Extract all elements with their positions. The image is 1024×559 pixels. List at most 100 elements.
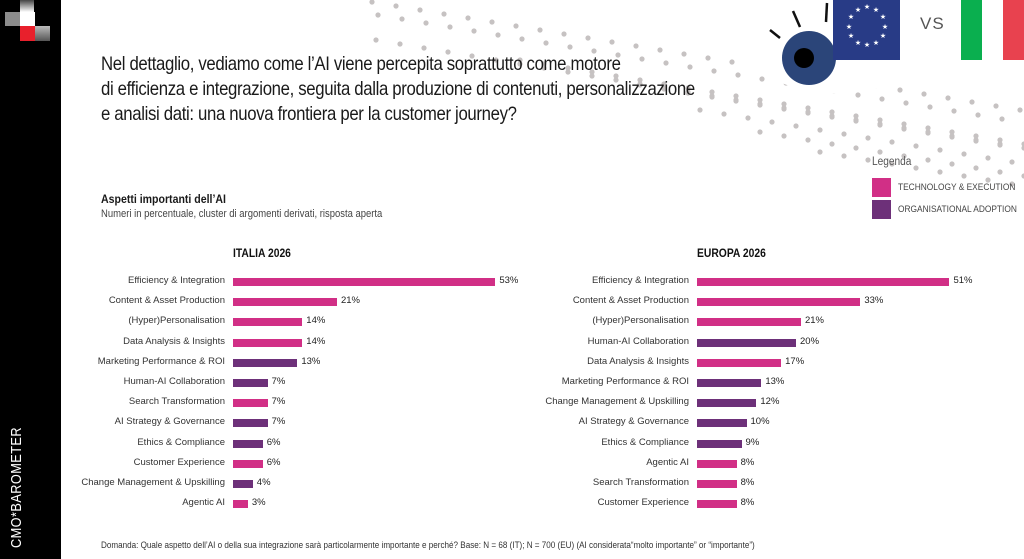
bar-value-label: 13% (765, 376, 785, 387)
svg-text:★: ★ (848, 32, 854, 40)
footnote: Domanda: Quale aspetto dell’AI o della s… (101, 540, 755, 550)
legend-title: Legenda (872, 156, 912, 168)
svg-text:★: ★ (848, 13, 854, 21)
bar-value-label: 8% (740, 477, 755, 488)
bar (697, 500, 737, 509)
svg-text:★: ★ (880, 13, 886, 21)
bar-category-label: AI Strategy & Governance (578, 416, 689, 428)
svg-text:★: ★ (880, 32, 886, 40)
bar (233, 439, 263, 448)
bar-row: Change Management & Upskilling 12% (0, 396, 1024, 410)
bar-category-label: Change Management & Upskilling (545, 396, 689, 408)
bar (697, 379, 762, 387)
bar-category-label: Customer Experience (597, 497, 689, 509)
bar (697, 318, 801, 327)
bar-row: Customer Experience 8% (0, 497, 1024, 511)
bar (233, 298, 337, 307)
headline-line: di efficienza e integrazione, seguita da… (101, 78, 695, 100)
bar (233, 419, 268, 428)
bar-value-label: 12% (760, 396, 780, 408)
bar-category-label: Content & Asset Production (572, 295, 689, 307)
bar (233, 480, 253, 488)
bar-category-label: (Hyper)Personalisation (128, 315, 225, 327)
svg-text:★: ★ (864, 3, 870, 11)
bar-row: Search Transformation 8% (0, 477, 1024, 491)
chart-title: ITALIA 2026 (233, 246, 291, 260)
bar (233, 500, 248, 509)
bar (697, 439, 742, 448)
bar (233, 399, 268, 408)
bar-category-label: Customer Experience (133, 456, 225, 468)
headline-line: e analisi dati: una nuova frontiera per … (101, 103, 517, 125)
svg-text:★: ★ (873, 39, 879, 47)
bar-category-label: Ethics & Compliance (601, 436, 689, 448)
bar-value-label: 14% (306, 315, 326, 327)
sidebar: CMO*BAROMETER (0, 0, 61, 559)
bar-category-label: AI Strategy & Governance (114, 416, 225, 428)
bar-value-label: 7% (271, 396, 286, 408)
bar-value-label: 3% (251, 497, 266, 509)
bar-row: Search Transformation 7% (0, 396, 1024, 410)
bar (233, 338, 303, 347)
chart-title: EUROPA 2026 (697, 246, 766, 260)
bar-category-label: Ethics & Compliance (137, 436, 225, 448)
svg-text:★: ★ (882, 23, 888, 31)
bar-row: Data Analysis & Insights 14% (0, 336, 1024, 350)
bar-row: (Hyper)Personalisation 21% (0, 315, 1024, 329)
bar-category-label: Marketing Performance & ROI (97, 355, 225, 367)
section-note: Numeri in percentuale, cluster di argome… (101, 208, 383, 220)
svg-text:★: ★ (864, 41, 870, 49)
bar-row: Agentic AI 3% (0, 497, 1024, 511)
bar (697, 358, 782, 367)
bar-category-label: Search Transformation (592, 477, 689, 488)
bar-value-label: 17% (785, 355, 805, 367)
bar-row: Change Management & Upskilling 4% (0, 477, 1024, 491)
bar-row: Ethics & Compliance 9% (0, 437, 1024, 451)
bar (697, 278, 950, 286)
svg-text:★: ★ (855, 39, 861, 47)
svg-text:★: ★ (846, 23, 852, 31)
bar-category-label: Marketing Performance & ROI (561, 376, 689, 387)
bar-category-label: Data Analysis & Insights (123, 335, 225, 347)
bar-value-label: 21% (340, 295, 360, 307)
bar-row: Human-AI Collaboration 7% (0, 376, 1024, 390)
svg-text:★: ★ (855, 6, 861, 14)
bar-row: AI Strategy & Governance 7% (0, 416, 1024, 430)
legend-item-tech: TECHNOLOGY & EXECUTION (872, 176, 1024, 198)
bar (233, 459, 263, 468)
bar-row: Ethics & Compliance 6% (0, 437, 1024, 451)
page-headline: Nel dettaglio, vediamo come l’AI viene p… (101, 52, 806, 127)
section-title: Aspetti importanti dell’AI (101, 192, 226, 206)
bar (697, 459, 737, 468)
bar-row: AI Strategy & Governance 10% (0, 416, 1024, 430)
bar-category-label: Efficiency & Integration (128, 275, 225, 286)
brand-logo-icon (0, 0, 61, 60)
bar-value-label: 4% (256, 477, 271, 488)
bar-value-label: 8% (740, 497, 755, 509)
bar-category-label: Content & Asset Production (108, 295, 225, 307)
bar-value-label: 51% (953, 275, 973, 286)
bar-row: Marketing Performance & ROI 13% (0, 376, 1024, 390)
bar-value-label: 14% (306, 335, 326, 347)
bar-value-label: 8% (740, 456, 755, 468)
bar-category-label: Data Analysis & Insights (587, 355, 689, 367)
vs-label: VS (920, 14, 945, 33)
bar (697, 298, 861, 307)
bar-row: Marketing Performance & ROI 13% (0, 356, 1024, 370)
legend-label: TECHNOLOGY & EXECUTION (898, 181, 1016, 193)
bar-row: Data Analysis & Insights 17% (0, 356, 1024, 370)
bar-category-label: Agentic AI (646, 456, 689, 468)
bar-value-label: 53% (499, 275, 519, 286)
italy-flag-icon (961, 0, 1024, 60)
bar-value-label: 10% (750, 416, 770, 428)
bar-category-label: Human-AI Collaboration (587, 335, 689, 347)
bar-category-label: Human-AI Collaboration (123, 376, 225, 387)
bar (697, 338, 796, 347)
bar (697, 399, 757, 408)
bar (233, 358, 298, 367)
bar-value-label: 7% (271, 416, 286, 428)
bar-row: Efficiency & Integration 51% (0, 275, 1024, 289)
bar-value-label: 21% (804, 315, 824, 327)
bar-row: Efficiency & Integration 53% (0, 275, 1024, 289)
bar (233, 318, 303, 327)
